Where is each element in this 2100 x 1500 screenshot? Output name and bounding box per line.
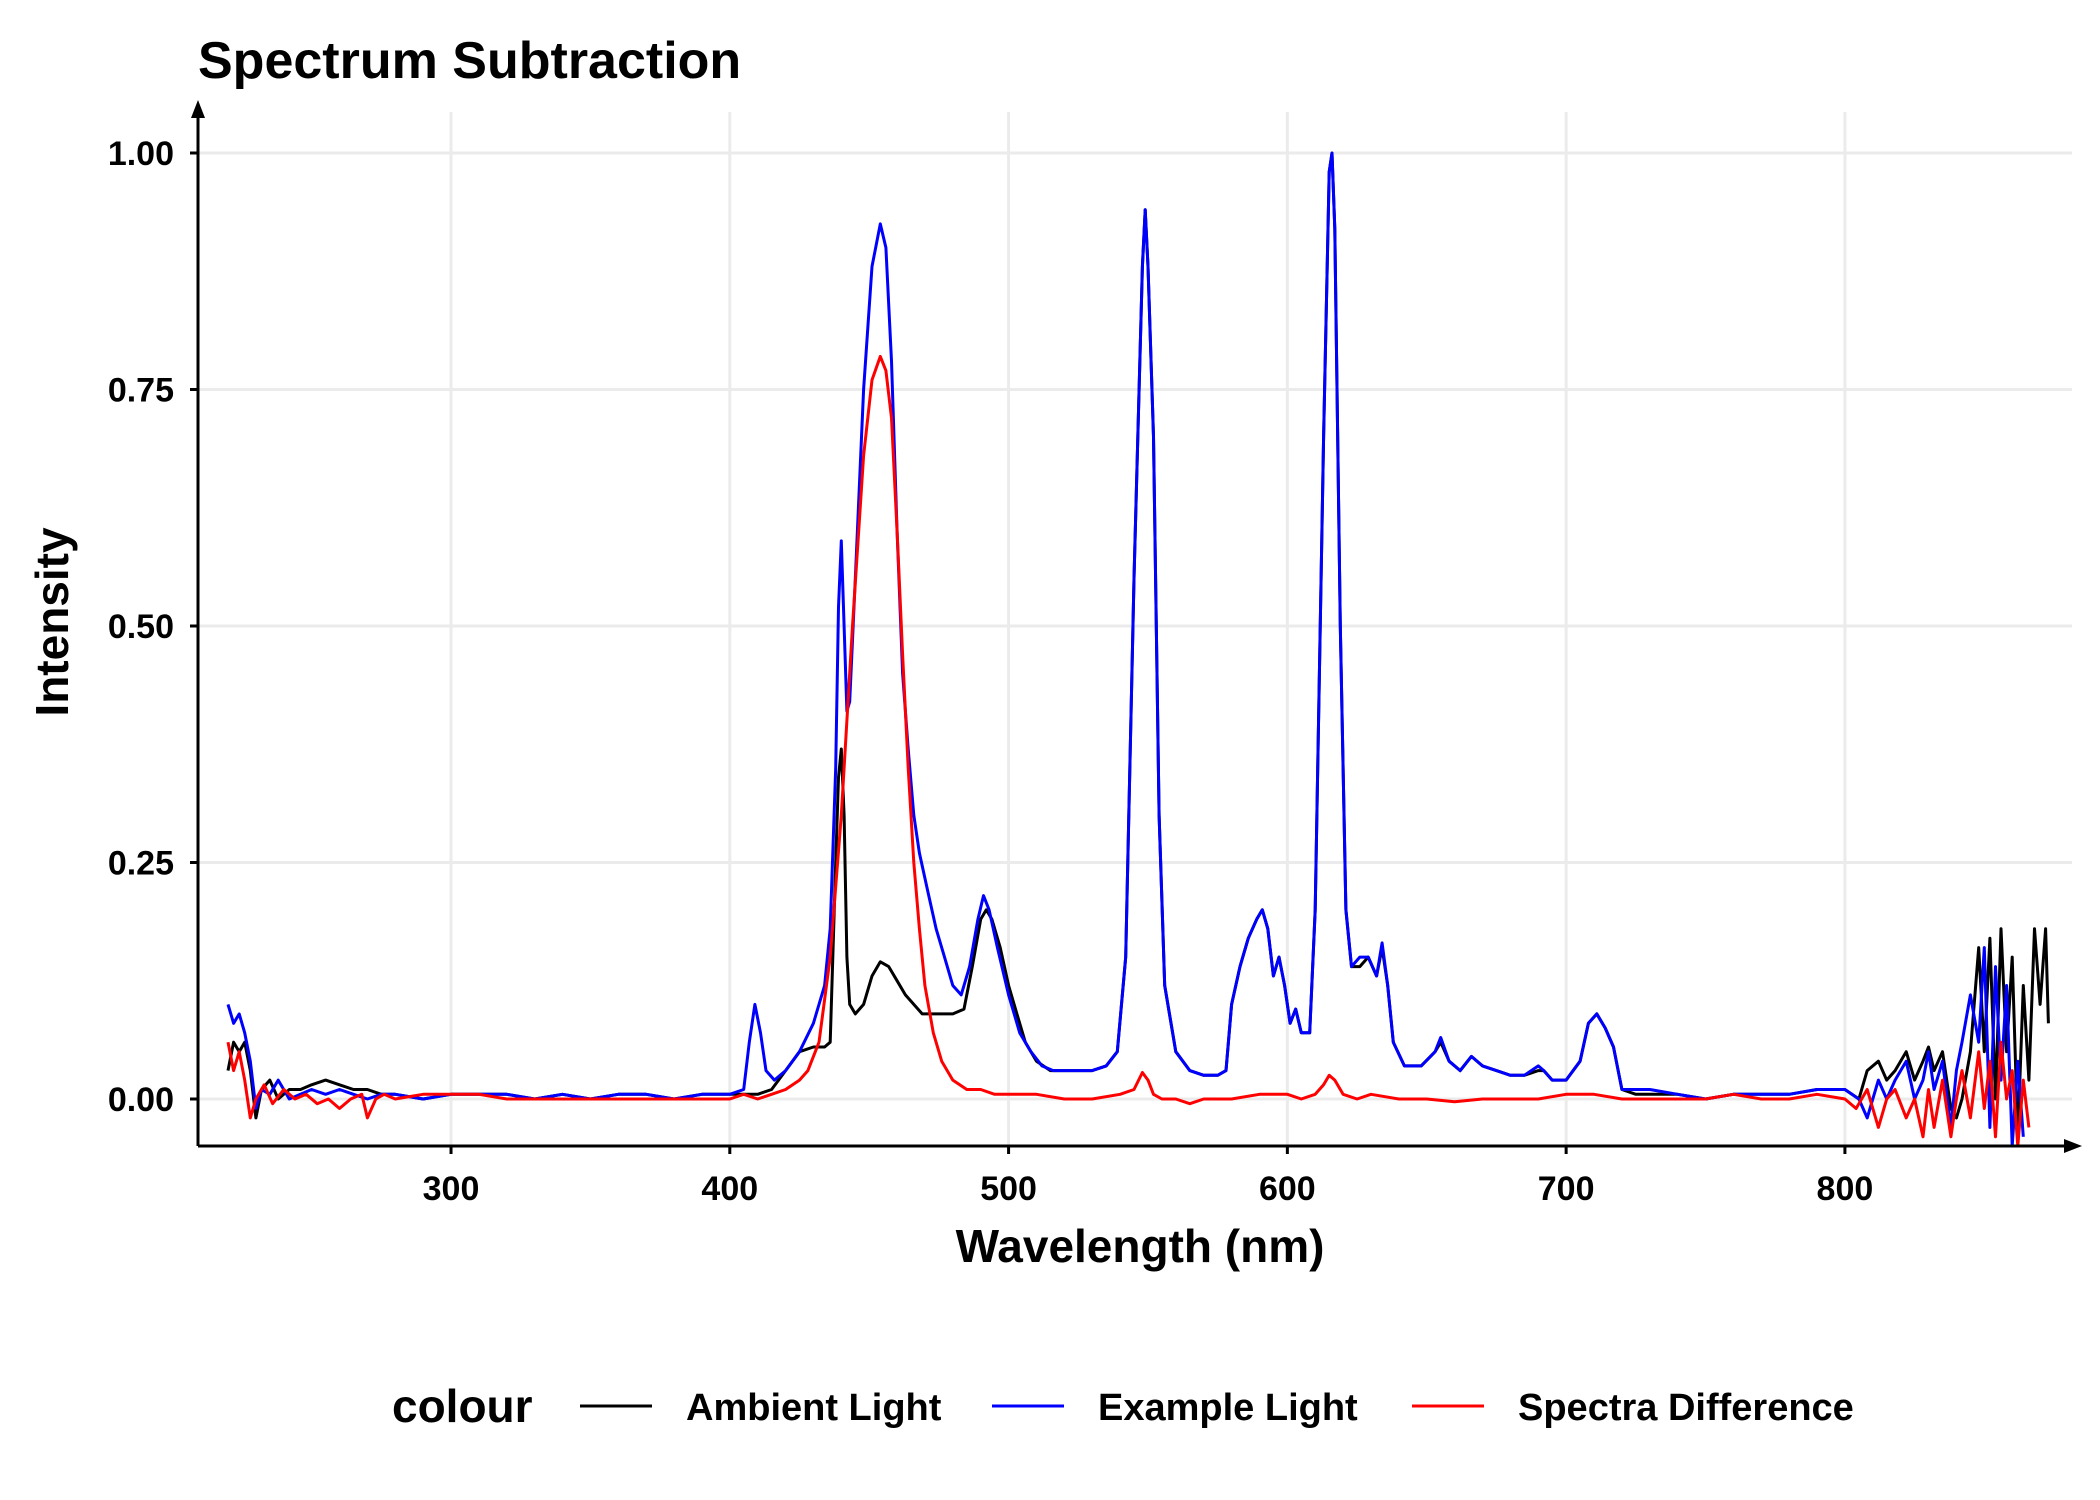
legend-label-example: Example Light bbox=[1098, 1387, 1358, 1429]
x-tick-label: 800 bbox=[1817, 1170, 1874, 1208]
legend-label-ambient: Ambient Light bbox=[686, 1387, 942, 1429]
x-tick-label: 600 bbox=[1259, 1170, 1316, 1208]
y-axis-arrow bbox=[191, 100, 205, 118]
y-ticks: 0.00 0.25 0.50 0.75 1.00 bbox=[108, 135, 198, 1119]
series-line-ambient-light bbox=[226, 151, 2050, 1139]
series-line-spectra-difference bbox=[226, 354, 2031, 1148]
grid-lines bbox=[198, 112, 2072, 1146]
x-tick-label: 700 bbox=[1538, 1170, 1595, 1208]
series-line-example-light bbox=[226, 151, 2025, 1148]
legend-label-difference: Spectra Difference bbox=[1518, 1387, 1854, 1429]
y-tick-label: 1.00 bbox=[108, 135, 174, 173]
x-tick-label: 500 bbox=[980, 1170, 1037, 1208]
series-lines bbox=[226, 151, 2050, 1148]
x-tick-label: 300 bbox=[423, 1170, 480, 1208]
y-tick-label: 0.00 bbox=[108, 1081, 174, 1119]
x-axis-arrow bbox=[2064, 1139, 2082, 1153]
x-axis-title: Wavelength (nm) bbox=[956, 1220, 1325, 1272]
y-axis-title: Intensity bbox=[26, 527, 78, 717]
y-tick-label: 0.50 bbox=[108, 608, 174, 646]
y-tick-label: 0.25 bbox=[108, 845, 174, 883]
legend-title: colour bbox=[392, 1380, 533, 1432]
x-ticks: 300 400 500 600 700 800 bbox=[423, 1146, 1874, 1208]
x-tick-label: 400 bbox=[701, 1170, 758, 1208]
chart-title: Spectrum Subtraction bbox=[198, 32, 741, 90]
legend: colour Ambient Light Example Light Spect… bbox=[392, 1380, 1854, 1432]
y-tick-label: 0.75 bbox=[108, 372, 174, 410]
